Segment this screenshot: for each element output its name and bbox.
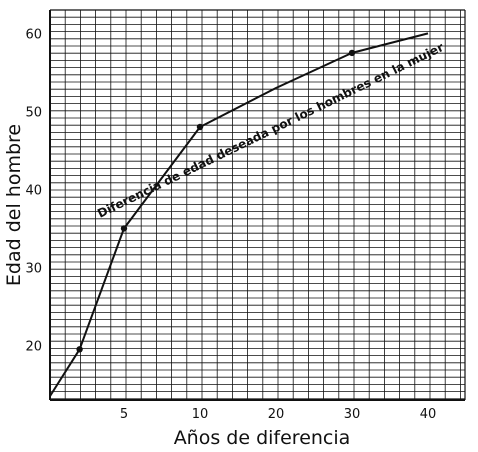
x-tick-label: 5: [120, 407, 128, 422]
axes: [49, 9, 466, 401]
y-tick-label: 60: [25, 27, 42, 42]
y-tick-label: 40: [25, 183, 42, 198]
data-point: [120, 225, 128, 232]
data-point: [196, 123, 204, 131]
data-point: [76, 346, 83, 353]
tick-labels: 5 10 20 30 40 20 30 40 50 60: [25, 27, 436, 422]
y-tick-label: 30: [25, 261, 42, 276]
x-tick-label: 20: [268, 407, 285, 422]
x-tick-label: 30: [344, 407, 361, 422]
y-tick-label: 50: [25, 105, 42, 120]
curve-annotation: Diferencia de edad deseada por los hombr…: [95, 40, 446, 221]
x-tick-label: 10: [192, 407, 209, 422]
y-tick-label: 20: [25, 339, 42, 354]
data-point: [348, 49, 356, 57]
x-tick-label: 40: [420, 407, 437, 422]
x-axis-label: Años de diferencia: [174, 427, 351, 449]
y-axis-label: Edad del hombre: [3, 124, 25, 286]
series-line-group: [49, 32, 429, 397]
